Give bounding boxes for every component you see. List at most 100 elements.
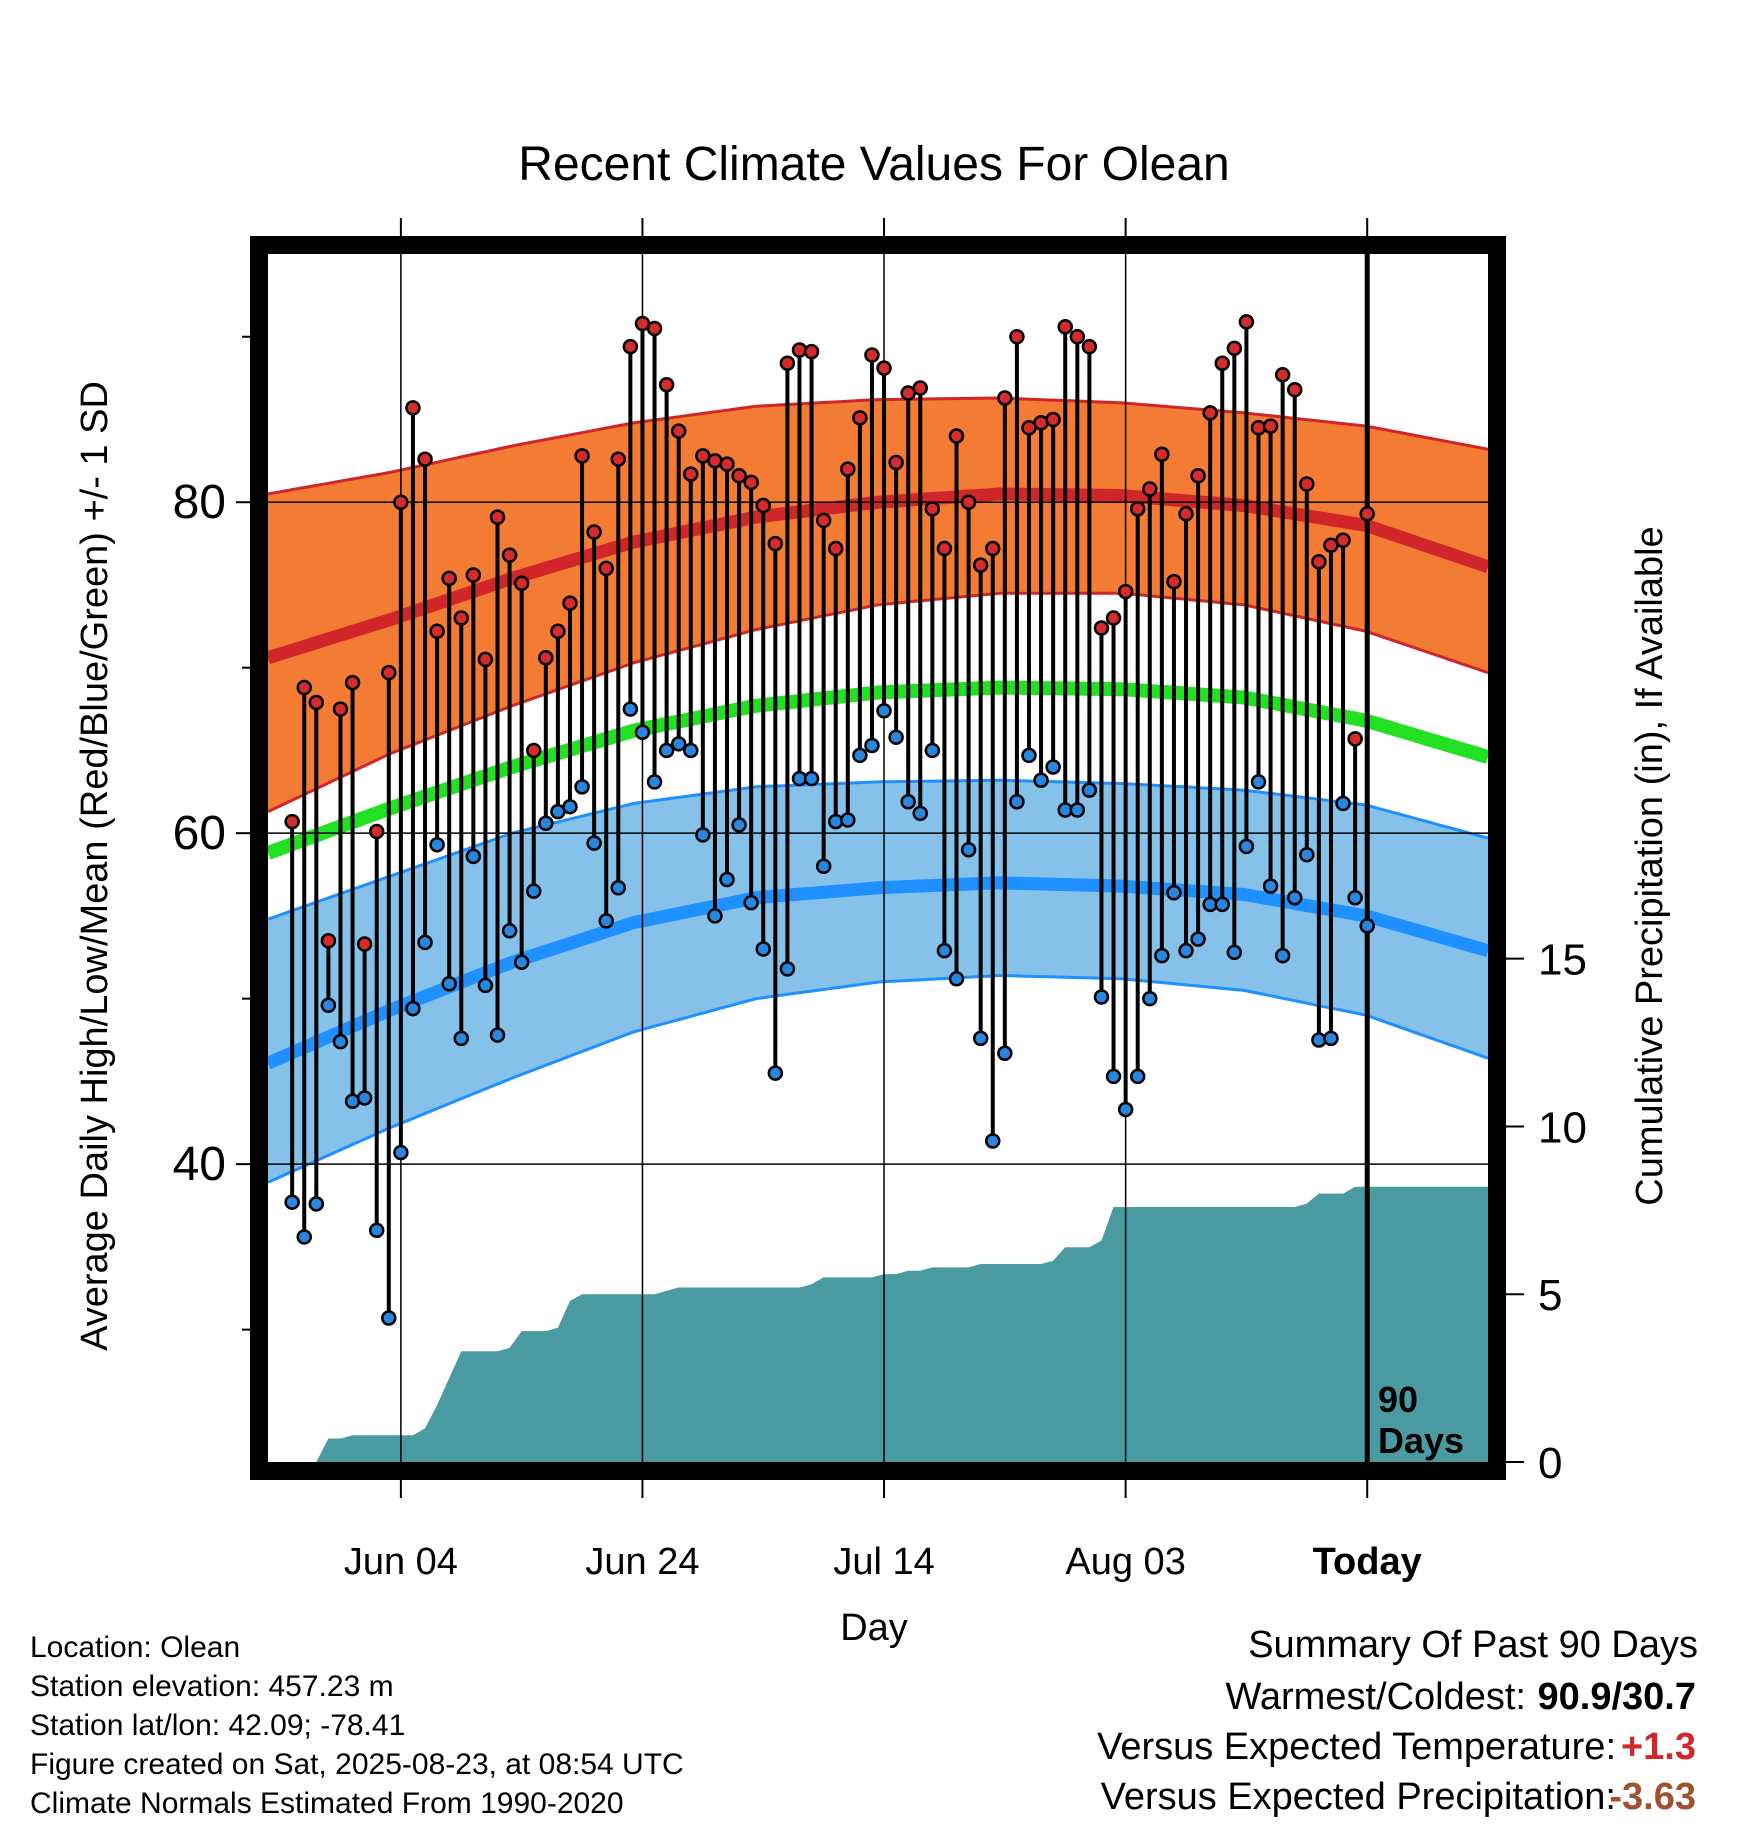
low-point	[779, 961, 796, 977]
y2-tick-label: 0	[1538, 1439, 1562, 1488]
high-point	[912, 380, 929, 396]
high-point	[1166, 573, 1182, 590]
high-point	[368, 823, 385, 840]
high-sd-band-lower-edge	[268, 591, 1488, 814]
low-point	[1081, 782, 1098, 798]
high-point	[876, 360, 892, 376]
low-point	[683, 742, 699, 759]
today-window-label: 90 Days	[1378, 1379, 1464, 1461]
low-point	[888, 729, 904, 745]
temp-delta-value: +1.3	[1620, 1726, 1696, 1768]
low-point	[308, 1196, 325, 1212]
y2-tick-label: 15	[1538, 936, 1587, 985]
high-point	[574, 448, 590, 464]
precipitation-area	[292, 1186, 1488, 1462]
low-point	[1359, 918, 1375, 934]
low-point	[1347, 889, 1363, 906]
low-point	[1323, 1030, 1339, 1047]
low-point	[538, 815, 554, 831]
high-point	[296, 679, 312, 696]
high-point	[381, 664, 397, 681]
high-point	[405, 400, 421, 416]
high-point	[1274, 367, 1291, 383]
high-point	[441, 570, 457, 587]
low-point	[900, 793, 916, 810]
high-point	[610, 451, 627, 467]
high-point	[356, 936, 373, 952]
high-point	[465, 567, 482, 583]
high-point	[501, 547, 518, 563]
low-point	[622, 701, 639, 717]
x-tick-label: Jun 04	[344, 1541, 458, 1583]
x-axis-label: Day	[840, 1607, 908, 1649]
high-point	[429, 623, 445, 640]
low-point	[1226, 944, 1243, 961]
x-tick-label: Aug 03	[1065, 1541, 1185, 1583]
low-point	[803, 770, 820, 787]
high-point	[1105, 610, 1122, 626]
y-axis-label: Average Daily High/Low/Mean (Red/Blue/Gr…	[74, 381, 116, 1351]
high-point	[1069, 328, 1086, 345]
high-point	[972, 557, 989, 573]
high-point	[1129, 501, 1146, 517]
high-point	[719, 456, 735, 472]
high-point	[658, 376, 675, 393]
high-point	[622, 338, 639, 355]
plot-area	[268, 254, 1488, 1462]
low-sd-band-upper-edge	[268, 778, 1488, 921]
low-point	[912, 805, 929, 822]
today-window-days: 90	[1378, 1379, 1418, 1420]
warmest-label: Warmest/Coldest:	[1225, 1676, 1526, 1718]
low-point	[562, 798, 578, 815]
high-point	[1226, 340, 1243, 357]
normal-low-line	[268, 876, 1488, 1070]
low-point	[876, 702, 892, 719]
low-point	[634, 724, 651, 740]
high-point	[985, 540, 1001, 557]
low-point	[948, 971, 965, 987]
high-point	[1347, 731, 1363, 747]
high-point	[1117, 583, 1134, 600]
low-point	[1069, 802, 1086, 818]
y2-axis-label: Cumulative Precipitation (in), If Availa…	[1629, 526, 1671, 1205]
warmest-value: 90.9/30.7	[1537, 1676, 1696, 1718]
high-point	[477, 651, 494, 668]
low-point	[1335, 795, 1351, 812]
low-point	[972, 1030, 989, 1047]
high-point	[840, 461, 856, 477]
high-point	[320, 932, 337, 949]
low-point	[670, 736, 687, 752]
high-point	[924, 501, 941, 517]
high-point	[646, 320, 663, 337]
low-point	[1142, 990, 1158, 1007]
y-tick-label: 80	[173, 476, 226, 529]
low-point	[658, 742, 675, 759]
low-point	[574, 779, 590, 795]
low-point	[586, 835, 602, 851]
low-point	[1250, 774, 1267, 790]
high-point	[586, 524, 602, 540]
high-point	[550, 623, 566, 640]
high-point	[670, 423, 687, 439]
low-point	[393, 1144, 409, 1161]
x-tick-label: Jun 24	[585, 1541, 699, 1583]
low-point	[707, 908, 723, 924]
y-tick-label: 40	[173, 1138, 226, 1191]
high-sd-band-upper-edge	[268, 396, 1488, 496]
low-point	[477, 977, 494, 994]
low-point	[1021, 747, 1037, 764]
chart-title: Recent Climate Values For Olean	[518, 138, 1229, 191]
low-point	[767, 1065, 784, 1081]
created-text: Figure created on Sat, 2025-08-23, at 08…	[30, 1748, 684, 1781]
high-point	[815, 512, 832, 529]
high-point	[1214, 355, 1231, 371]
high-point	[453, 610, 470, 626]
high-point	[1262, 418, 1279, 434]
high-point	[864, 347, 880, 363]
high-point	[393, 494, 409, 510]
y-tick-label: 60	[173, 807, 226, 860]
low-point	[695, 827, 711, 843]
low-point	[381, 1310, 397, 1326]
low-point	[755, 941, 771, 957]
